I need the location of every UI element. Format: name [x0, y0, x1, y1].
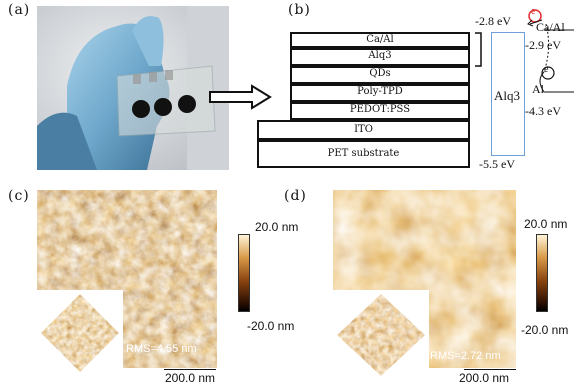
- electron-transfer-arrow: [527, 9, 574, 93]
- layer-ito: ITO: [257, 120, 470, 140]
- layer-alq3: Alq3: [290, 48, 470, 66]
- alq3-band-box: [491, 32, 525, 156]
- ca-al-level: -2.9 eV: [525, 38, 561, 52]
- scale-label-c: 200.0 nm: [165, 371, 216, 385]
- colorbar-c-min: -20.0 nm: [247, 319, 295, 333]
- energy-top: -2.8 eV: [475, 14, 511, 28]
- right-arrow-icon: [209, 84, 272, 110]
- layer-ca-al: Ca/Al: [290, 32, 470, 48]
- colorbar-d-max: 20.0 nm: [524, 217, 568, 231]
- photo-flexible-device: [37, 6, 229, 170]
- energy-bottom: -5.5 eV: [479, 157, 515, 171]
- colorbar-d-min: -20.0 nm: [521, 323, 569, 337]
- alq3-band-label: Alq3: [494, 88, 520, 103]
- panel-b-label: (b): [288, 2, 311, 18]
- al-label: Al: [532, 82, 544, 96]
- scale-label-d: 200.0 nm: [459, 371, 510, 385]
- layer-pet-substrate: PET substrate: [257, 140, 470, 168]
- electron-symbol-top: e: [531, 6, 536, 17]
- layer-pedot-pss: PEDOT:PSS: [290, 102, 470, 120]
- panel-c-label: (c): [8, 188, 30, 204]
- afm-3d-inset-c: [37, 290, 123, 376]
- ca-al-label: Ca/Al: [536, 20, 565, 34]
- layer-qds: QDs: [290, 66, 470, 84]
- panel-a-label: (a): [8, 2, 31, 18]
- al-level: -4.3 eV: [525, 104, 561, 118]
- electron-symbol-mid: e: [544, 64, 549, 75]
- colorbar-d: [536, 234, 548, 312]
- colorbar-c: [238, 234, 250, 312]
- colorbar-c-max: 20.0 nm: [255, 220, 299, 234]
- panel-d-label: (d): [284, 188, 307, 204]
- afm-3d-inset-d: [333, 290, 429, 380]
- rms-value-d: RMS=2.72 nm: [430, 350, 501, 362]
- layer-poly-tpd: Poly-TPD: [290, 84, 470, 102]
- rms-value-c: RMS=4.55 nm: [126, 343, 197, 355]
- scale-bar-d: [464, 369, 516, 370]
- scale-bar-c: [164, 369, 216, 370]
- bracket: [475, 32, 482, 67]
